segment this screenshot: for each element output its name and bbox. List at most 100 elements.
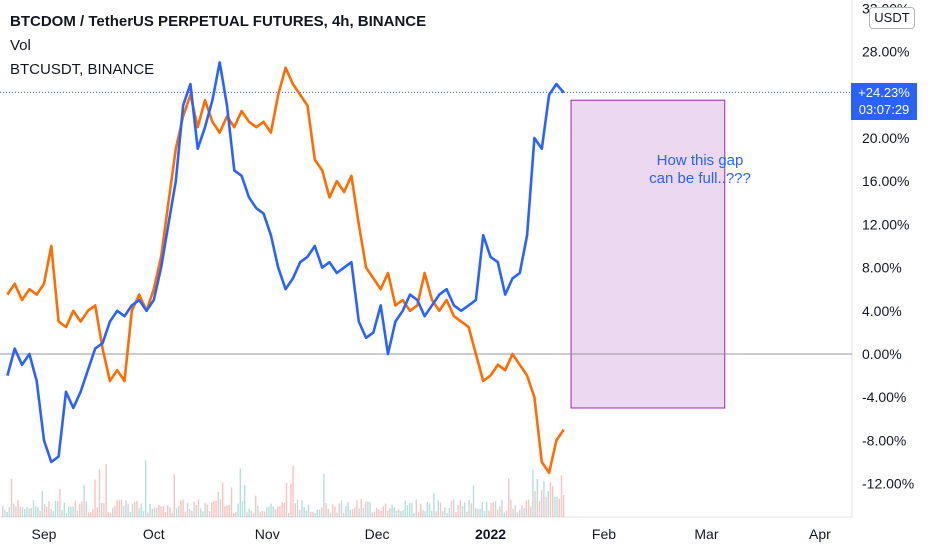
volume-bar bbox=[118, 500, 120, 517]
volume-bar bbox=[90, 512, 92, 517]
volume-bar bbox=[158, 505, 160, 517]
volume-bar bbox=[453, 499, 455, 517]
volume-bar bbox=[387, 510, 389, 517]
volume-bar bbox=[215, 500, 217, 517]
volume-bar bbox=[312, 511, 314, 517]
volume-bar bbox=[15, 506, 17, 517]
volume-bar bbox=[266, 507, 268, 517]
volume-bar bbox=[263, 511, 266, 517]
volume-bar bbox=[376, 507, 378, 517]
volume-bar bbox=[30, 508, 32, 517]
volume-bar bbox=[186, 502, 189, 517]
volume-bar bbox=[369, 502, 371, 517]
volume-bar bbox=[219, 499, 222, 517]
volume-bar bbox=[120, 499, 123, 517]
volume-bar bbox=[85, 501, 87, 517]
price-unit-selector[interactable]: USDT bbox=[869, 7, 915, 29]
y-tick-label: 16.00% bbox=[862, 173, 909, 189]
volume-bar bbox=[519, 509, 521, 517]
volume-bar bbox=[538, 501, 541, 517]
volume-bar bbox=[428, 503, 431, 517]
volume-bar bbox=[8, 507, 10, 517]
volume-bar bbox=[490, 503, 492, 517]
y-tick-label: 20.00% bbox=[862, 130, 909, 146]
volume-bar bbox=[208, 511, 211, 517]
volume-bar bbox=[503, 512, 505, 517]
volume-bar bbox=[96, 507, 98, 517]
volume-bar bbox=[101, 502, 103, 517]
legend-title[interactable]: BTCDOM / TetherUS PERPETUAL FUTURES, 4h,… bbox=[10, 13, 427, 30]
volume-bar bbox=[301, 500, 303, 517]
volume-bar bbox=[547, 491, 549, 517]
volume-bar bbox=[241, 501, 244, 517]
volume-bar bbox=[127, 504, 129, 517]
volume-bar bbox=[184, 511, 186, 517]
volume-bar bbox=[327, 508, 329, 517]
volume-bar bbox=[514, 505, 516, 517]
volume-bar bbox=[536, 478, 538, 517]
volume-bar bbox=[338, 503, 340, 517]
y-tick-label: 12.00% bbox=[862, 216, 909, 232]
volume-bar bbox=[501, 499, 503, 517]
volume-bar bbox=[358, 508, 360, 517]
volume-bar bbox=[167, 505, 169, 517]
volume-bar bbox=[521, 505, 523, 517]
volume-bar bbox=[123, 506, 125, 517]
last-price-badge: +24.23% 03:07:29 bbox=[851, 83, 917, 120]
volume-bar bbox=[413, 512, 415, 517]
volume-bar bbox=[2, 506, 4, 517]
volume-bar bbox=[230, 487, 233, 517]
volume-bar bbox=[303, 507, 305, 517]
volume-bar bbox=[307, 504, 310, 517]
volume-bar bbox=[217, 491, 219, 517]
volume-bar bbox=[395, 510, 398, 517]
volume-bar bbox=[457, 504, 459, 517]
volume-bar bbox=[41, 491, 43, 517]
volume-bar bbox=[362, 508, 365, 517]
volume-bar bbox=[112, 507, 114, 517]
volume-bar bbox=[171, 512, 173, 517]
volume-bar bbox=[164, 512, 167, 517]
volume-bar bbox=[87, 512, 90, 517]
volume-bar bbox=[464, 502, 466, 517]
volume-bar bbox=[431, 510, 433, 517]
volume-bar bbox=[472, 485, 475, 517]
volume-bar bbox=[169, 507, 171, 517]
volume-bar bbox=[349, 509, 351, 517]
volume-bar bbox=[244, 484, 246, 517]
last-price-value: +24.23% bbox=[858, 85, 910, 100]
volume-bar bbox=[516, 512, 519, 517]
volume-bar bbox=[442, 511, 444, 517]
legend-compare-symbol[interactable]: BTCUSDT, BINANCE bbox=[10, 61, 155, 78]
volume-bar bbox=[492, 502, 494, 517]
volume-bar bbox=[279, 506, 281, 517]
x-tick-label: Sep bbox=[32, 526, 57, 542]
volume-bar bbox=[340, 500, 343, 517]
volume-bar bbox=[140, 503, 142, 517]
volume-bar bbox=[318, 509, 321, 517]
legend-volume[interactable]: Vol bbox=[10, 37, 31, 54]
volume-bar bbox=[527, 499, 530, 517]
volume-bar bbox=[138, 507, 140, 517]
volume-bar bbox=[508, 478, 510, 517]
volume-bar bbox=[448, 508, 450, 517]
volume-bar bbox=[530, 506, 532, 517]
volume-bar bbox=[54, 500, 57, 517]
volume-bar bbox=[237, 503, 239, 517]
volume-bar bbox=[175, 508, 178, 517]
volume-bar bbox=[552, 486, 554, 517]
volume-bar bbox=[554, 496, 556, 517]
volume-bar bbox=[109, 512, 112, 517]
volume-bar bbox=[10, 478, 13, 517]
volume-bar bbox=[206, 504, 208, 517]
gap-annotation-text[interactable]: How this gap can be full..??? bbox=[620, 152, 780, 188]
volume-bar bbox=[26, 506, 28, 517]
volume-bar bbox=[173, 474, 175, 517]
volume-bar bbox=[532, 469, 534, 517]
volume-bar bbox=[211, 502, 213, 517]
volume-bar bbox=[270, 503, 272, 517]
volume-bar bbox=[345, 505, 347, 517]
volume-bar bbox=[477, 508, 479, 517]
